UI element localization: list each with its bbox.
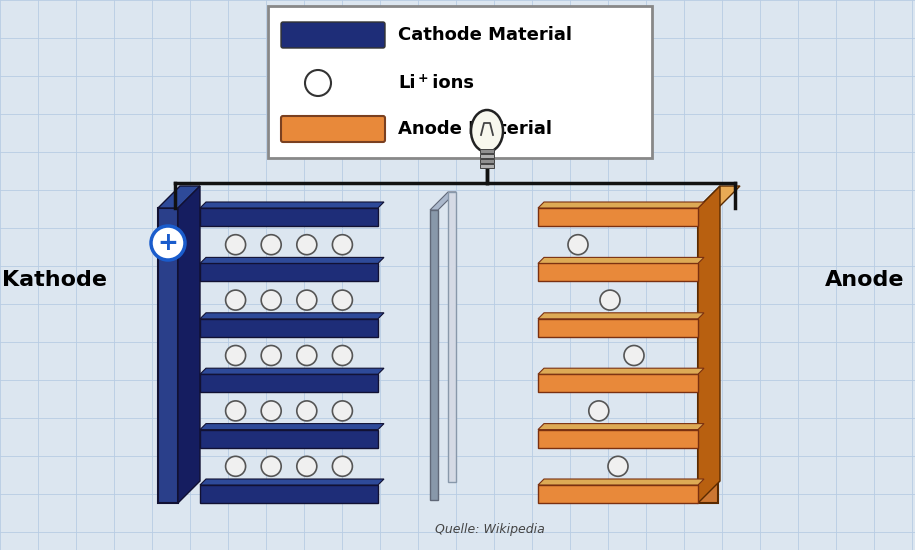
Circle shape xyxy=(296,235,317,255)
Circle shape xyxy=(261,235,281,255)
Bar xyxy=(200,319,378,337)
Bar xyxy=(200,485,378,503)
Bar xyxy=(538,374,698,392)
Circle shape xyxy=(568,235,588,255)
Bar xyxy=(200,208,378,226)
Text: Anode: Anode xyxy=(825,270,905,290)
Circle shape xyxy=(226,345,245,366)
Circle shape xyxy=(226,401,245,421)
Circle shape xyxy=(332,235,352,255)
Text: Quelle: Wikipedia: Quelle: Wikipedia xyxy=(436,524,544,536)
Polygon shape xyxy=(200,202,384,208)
Bar xyxy=(200,374,378,392)
Circle shape xyxy=(332,401,352,421)
Polygon shape xyxy=(200,257,384,263)
FancyBboxPatch shape xyxy=(268,6,652,158)
Text: Anode Material: Anode Material xyxy=(398,120,552,138)
Polygon shape xyxy=(200,424,384,430)
Polygon shape xyxy=(538,202,704,208)
Polygon shape xyxy=(538,424,704,430)
Circle shape xyxy=(332,290,352,310)
Bar xyxy=(480,154,494,158)
Circle shape xyxy=(226,456,245,476)
Circle shape xyxy=(600,290,620,310)
Polygon shape xyxy=(538,368,704,374)
Circle shape xyxy=(624,345,644,366)
Circle shape xyxy=(261,456,281,476)
Polygon shape xyxy=(158,186,200,208)
Polygon shape xyxy=(200,313,384,319)
Bar xyxy=(538,319,698,337)
Polygon shape xyxy=(698,186,720,503)
Bar xyxy=(480,159,494,163)
Bar xyxy=(538,485,698,503)
Polygon shape xyxy=(430,192,456,210)
Polygon shape xyxy=(538,313,704,319)
Circle shape xyxy=(588,401,608,421)
Text: +: + xyxy=(157,231,178,255)
FancyBboxPatch shape xyxy=(281,116,385,142)
Circle shape xyxy=(261,401,281,421)
Text: +: + xyxy=(418,72,428,85)
Circle shape xyxy=(296,345,317,366)
Bar xyxy=(480,164,494,168)
FancyBboxPatch shape xyxy=(281,22,385,48)
Circle shape xyxy=(332,345,352,366)
Polygon shape xyxy=(698,186,740,208)
Circle shape xyxy=(296,456,317,476)
Bar xyxy=(538,430,698,448)
Bar xyxy=(480,149,494,153)
Circle shape xyxy=(261,290,281,310)
Polygon shape xyxy=(538,257,704,263)
Bar xyxy=(698,208,718,503)
Circle shape xyxy=(296,290,317,310)
Polygon shape xyxy=(200,368,384,374)
Circle shape xyxy=(296,401,317,421)
Circle shape xyxy=(226,235,245,255)
Circle shape xyxy=(305,70,331,96)
Ellipse shape xyxy=(471,110,503,152)
Bar xyxy=(200,430,378,448)
Bar xyxy=(158,208,178,503)
Circle shape xyxy=(151,226,185,260)
Circle shape xyxy=(608,456,628,476)
Text: Cathode Material: Cathode Material xyxy=(398,26,572,44)
Bar xyxy=(430,210,438,500)
Circle shape xyxy=(261,345,281,366)
Text: Kathode: Kathode xyxy=(3,270,107,290)
Bar xyxy=(448,192,456,482)
Bar xyxy=(200,263,378,282)
Bar xyxy=(538,208,698,226)
Bar xyxy=(538,263,698,282)
Circle shape xyxy=(332,456,352,476)
Circle shape xyxy=(226,290,245,310)
Polygon shape xyxy=(200,479,384,485)
Text: ions: ions xyxy=(426,74,474,92)
Polygon shape xyxy=(538,479,704,485)
Text: Li: Li xyxy=(398,74,415,92)
Polygon shape xyxy=(178,186,200,503)
